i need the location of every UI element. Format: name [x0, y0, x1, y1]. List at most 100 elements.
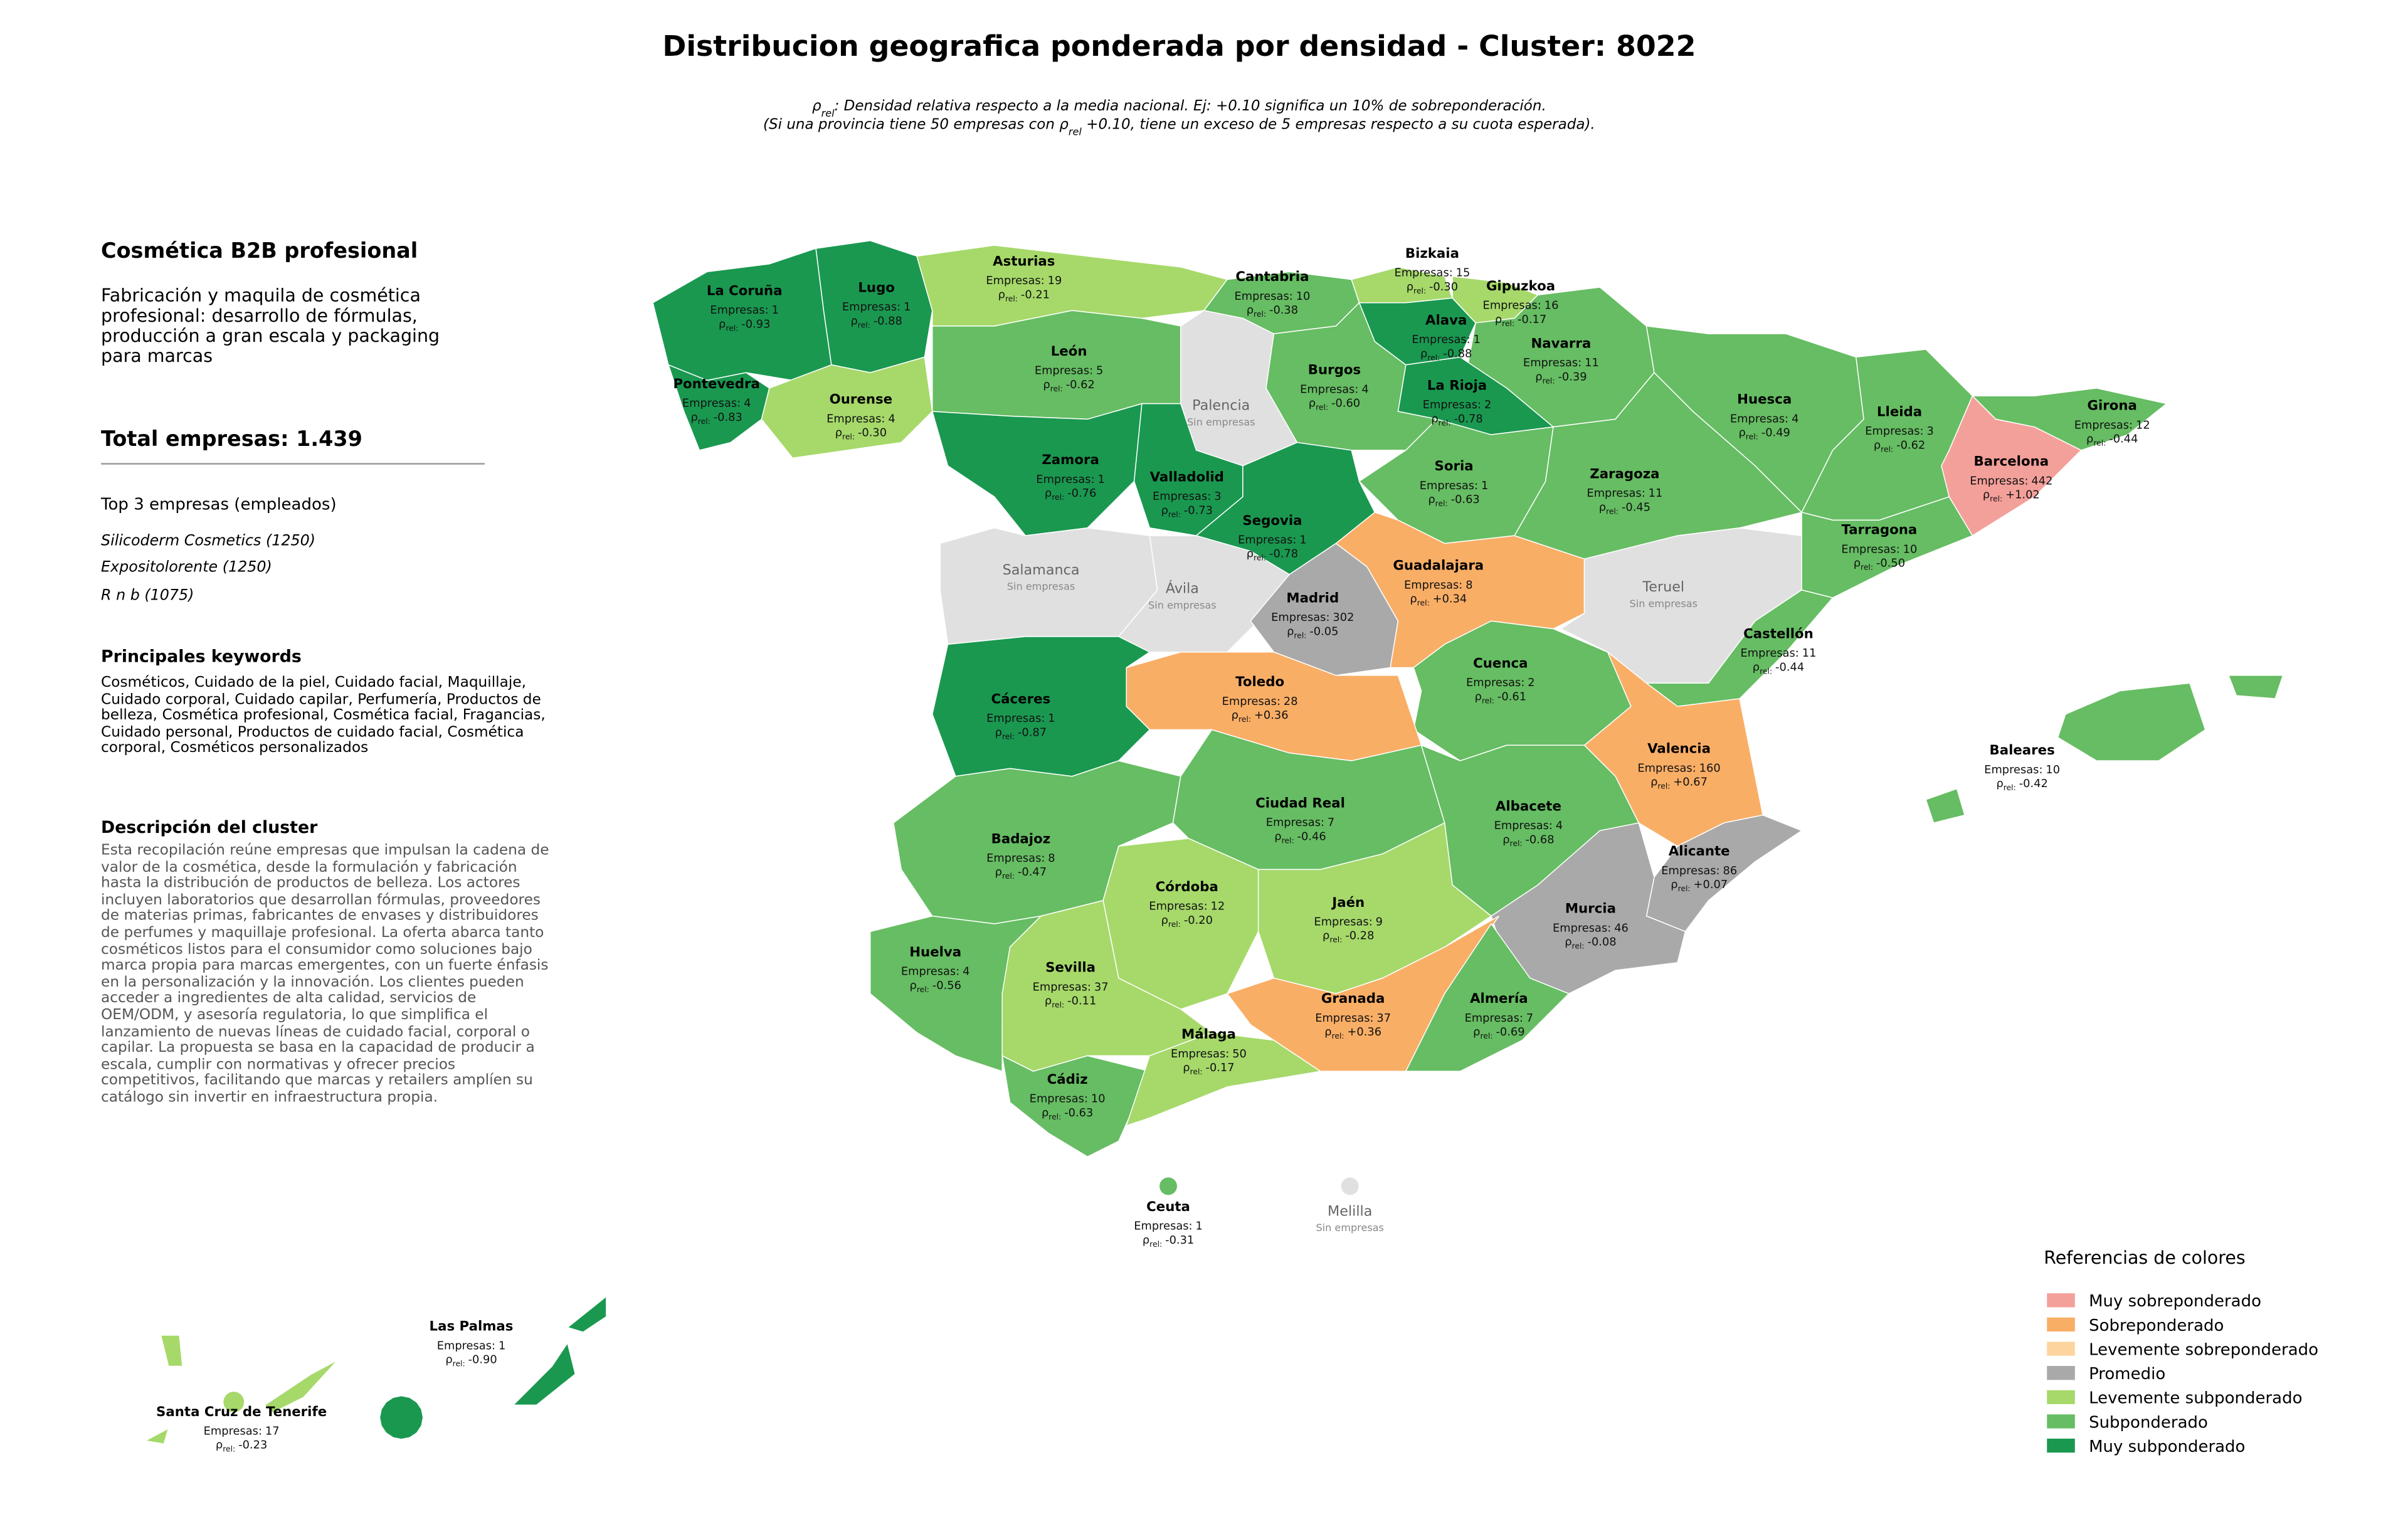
rho-symbol: ρ [1753, 660, 1760, 674]
rho-symbol: ρ [216, 1439, 223, 1452]
rho-value: -0.88 [874, 314, 902, 327]
province-name: Cádiz [1047, 1072, 1088, 1087]
rho-symbol: ρ [1232, 709, 1238, 722]
total: Total empresas: 1.439 [101, 427, 551, 452]
empresas-label: Empresas: 4 [901, 965, 970, 978]
rho-value: -0.47 [1018, 865, 1047, 879]
empresas-label: Empresas: 10 [1234, 290, 1310, 303]
province-name: Sevilla [1045, 960, 1096, 976]
empresas-prefix: Empresas: [1300, 383, 1358, 396]
empresas-prefix: Empresas: [1553, 921, 1611, 934]
top-item: Expositolorente (1250) [101, 559, 272, 577]
empresas-prefix: Empresas: [1266, 816, 1324, 829]
rho-symbol: ρ [445, 1353, 452, 1367]
empresas-label: Empresas: 1 [1134, 1220, 1203, 1233]
rho-sub: rel: [1510, 839, 1523, 848]
rho-value: +0.36 [1348, 1025, 1382, 1039]
empresas-value: 2 [1528, 676, 1534, 689]
rho-value: -0.38 [1269, 304, 1298, 317]
empresas-prefix: Empresas: [1865, 425, 1923, 438]
rho-sub: rel: [2004, 783, 2016, 792]
province [1158, 1176, 1178, 1196]
legend-label: Levemente sobreponderado [2089, 1340, 2318, 1359]
rho-value: +0.67 [1673, 776, 1708, 789]
empresas-label: Empresas: 4 [1730, 412, 1799, 425]
rho-symbol: ρ [1247, 304, 1254, 317]
panel-title: Cosmética B2B profesional [101, 239, 418, 265]
empresas-prefix: Empresas: [1661, 864, 1719, 877]
rho-symbol: ρ [1161, 914, 1168, 927]
legend-swatch [2047, 1438, 2075, 1453]
rho-label: ρrel: -0.28 [1323, 929, 1374, 944]
province [1925, 788, 1965, 823]
rho-label: ρrel: -0.88 [1420, 347, 1472, 362]
rho-value: -0.60 [1331, 397, 1360, 410]
rho-value: -0.31 [1165, 1234, 1194, 1247]
rho-value: -0.62 [1896, 438, 1925, 452]
empresas-value: 1 [1481, 479, 1488, 492]
empresas-value: 11 [1802, 647, 1817, 660]
empresas-prefix: Empresas: [1315, 1012, 1373, 1025]
empresas-value: 1 [1048, 712, 1055, 725]
rho-value: -0.42 [2019, 777, 2048, 790]
rho-symbol: ρ [1650, 776, 1657, 789]
no-data-label: Sin empresas [1148, 599, 1217, 611]
empresas-prefix: Empresas: [1238, 533, 1296, 546]
rho-label: ρrel: -0.76 [1045, 487, 1096, 502]
empresas-label: Empresas: 11 [1741, 647, 1817, 660]
province-name: Guadalajara [1393, 558, 1484, 574]
empresas-value: 8 [1465, 578, 1472, 591]
empresas-value: 4 [1361, 383, 1368, 396]
rho-symbol: ρ [1407, 280, 1413, 294]
empresas-label: Empresas: 16 [1483, 299, 1559, 312]
province [1265, 302, 1438, 451]
rho-symbol: ρ [1473, 1025, 1480, 1039]
rho-symbol: ρ [1996, 777, 2003, 790]
rho-label: ρrel: -0.08 [1565, 936, 1616, 951]
empresas-prefix: Empresas: [1412, 333, 1470, 346]
rho-label: ρrel: -0.61 [1475, 690, 1526, 706]
empresas-value: 46 [1614, 921, 1629, 934]
rho-sub: rel: [1746, 433, 1758, 442]
province-name: Granada [1321, 991, 1385, 1007]
empresas-value: 4 [1556, 819, 1563, 832]
empresas-label: Empresas: 3 [1153, 490, 1222, 503]
rho-value: -0.87 [1018, 726, 1047, 739]
empresas-prefix: Empresas: [437, 1339, 495, 1352]
empresas-prefix: Empresas: [1970, 474, 2028, 487]
rho-label: ρrel: -0.17 [1183, 1061, 1234, 1076]
rho-symbol: ρ [995, 726, 1002, 739]
empresas-label: Empresas: 1 [842, 300, 911, 314]
province [264, 1359, 339, 1414]
rho-label: ρrel: -0.73 [1161, 504, 1213, 519]
province-name: Salamanca [1003, 562, 1080, 578]
subtitle-part: ρ [1059, 116, 1069, 132]
province-name: Santa Cruz de Tenerife [156, 1404, 327, 1420]
province [1117, 535, 1291, 653]
rho-label: ρrel: -0.68 [1502, 833, 1554, 848]
empresas-value: 10 [1091, 1093, 1106, 1106]
rho-value: -0.78 [1269, 548, 1298, 561]
rho-label: ρrel: -0.90 [445, 1353, 497, 1368]
rho-label: ρrel: -0.49 [1739, 426, 1790, 442]
empresas-label: Empresas: 4 [1300, 383, 1369, 396]
cluster-text: Esta recopilación reúne empresas que imp… [101, 842, 549, 1106]
rho-symbol: ρ [1420, 347, 1427, 360]
rho-sub: rel: [1435, 499, 1448, 508]
rho-sub: rel: [1048, 1113, 1061, 1121]
rho-value: -0.90 [468, 1353, 497, 1367]
rho-sub: rel: [2093, 439, 2106, 448]
empresas-value: 17 [265, 1424, 280, 1437]
rho-symbol: ρ [1143, 1234, 1149, 1247]
rho-symbol: ρ [995, 865, 1002, 879]
empresas-value: 442 [2031, 474, 2052, 487]
province-name: Castellón [1743, 626, 1814, 642]
empresas-label: Empresas: 1 [1238, 533, 1307, 546]
rho-sub: rel: [1427, 353, 1440, 362]
province [1413, 620, 1632, 761]
empresas-prefix: Empresas: [1271, 611, 1329, 624]
rho-value: -0.05 [1309, 625, 1338, 638]
empresas-label: Empresas: 4 [826, 412, 895, 425]
rho-value: -0.21 [1021, 288, 1050, 301]
